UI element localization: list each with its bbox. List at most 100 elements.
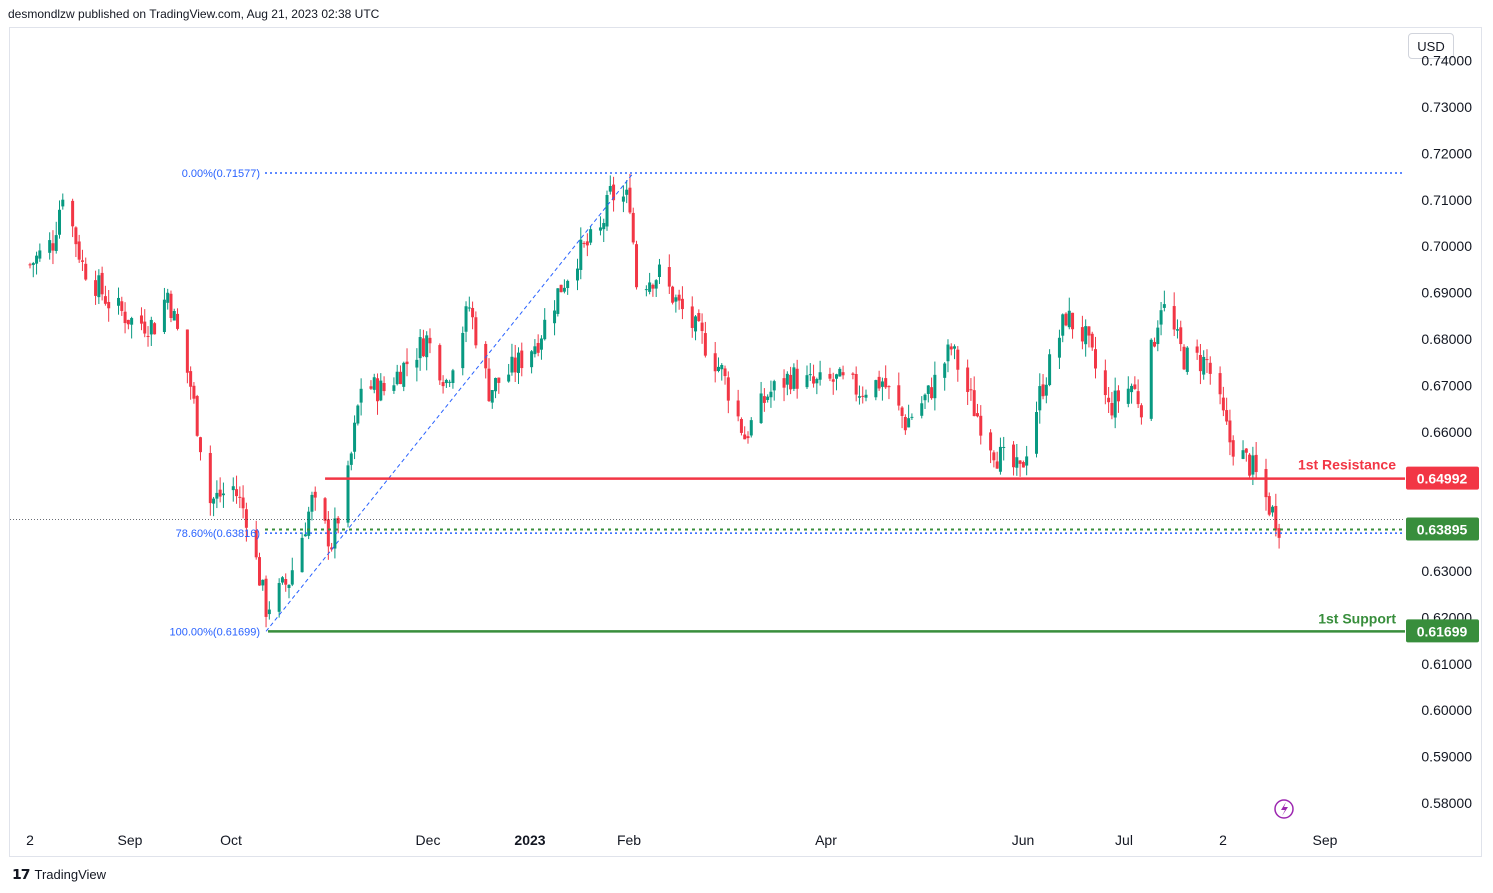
x-tick-label: 2023 xyxy=(514,832,545,848)
candle-body xyxy=(280,577,284,583)
candle-body xyxy=(900,407,904,416)
candle-body xyxy=(497,377,501,383)
candle-body xyxy=(539,338,543,350)
candle-body xyxy=(346,465,350,523)
candle-body xyxy=(448,381,452,383)
candle-body xyxy=(838,368,842,377)
candle-body xyxy=(785,373,789,385)
candle-body xyxy=(520,350,524,369)
candle-body xyxy=(474,317,478,346)
candle-body xyxy=(1172,306,1176,330)
candle-body xyxy=(1205,359,1209,361)
candle-body xyxy=(671,286,675,303)
candle-body xyxy=(418,337,422,359)
y-tick-label: 0.71000 xyxy=(1421,192,1472,208)
candle-body xyxy=(1254,454,1258,473)
candle-body xyxy=(818,372,822,380)
candle-body xyxy=(566,280,570,289)
candle-body xyxy=(530,351,534,368)
candle-body xyxy=(703,333,707,356)
candle-body xyxy=(923,394,927,401)
candle-body xyxy=(746,436,750,439)
candle-body xyxy=(835,374,839,379)
tradingview-footer[interactable]: 𝟭𝟳 TradingView xyxy=(12,866,106,883)
candle-body xyxy=(1107,397,1111,403)
candle-body xyxy=(910,416,914,418)
candle-body xyxy=(84,263,88,280)
candle-body xyxy=(795,368,799,389)
candle-body xyxy=(238,496,242,498)
candle-body xyxy=(74,227,78,245)
candle-body xyxy=(805,375,809,388)
candle-body xyxy=(533,346,537,355)
candle-body xyxy=(903,416,907,431)
candle-body xyxy=(972,390,976,417)
fib-label: 0.00%(0.71577) xyxy=(182,168,260,180)
candle-body xyxy=(107,301,111,309)
candle-body xyxy=(212,498,216,504)
candle-body xyxy=(425,335,429,358)
candle-body xyxy=(1136,391,1140,405)
candle-body xyxy=(1110,402,1114,416)
candle-body xyxy=(995,461,999,469)
candle-body xyxy=(369,386,373,389)
candle-body xyxy=(336,517,340,524)
candle-body xyxy=(1038,386,1042,411)
candle-body xyxy=(884,378,888,388)
candle-body xyxy=(195,396,199,436)
x-tick-label: Apr xyxy=(815,832,837,848)
candle-body xyxy=(123,311,127,324)
candle-body xyxy=(956,349,960,370)
candle-body xyxy=(831,379,835,382)
price-tags: 0.64992 0.63895 0.61699 xyxy=(1406,466,1479,643)
candle-body xyxy=(1064,313,1068,326)
candle-body xyxy=(1231,440,1235,457)
x-tick-label: Sep xyxy=(1313,832,1338,848)
publisher-header: desmondlzw published on TradingView.com,… xyxy=(8,7,380,21)
candle-body xyxy=(1241,450,1245,459)
currency-selector[interactable]: USD xyxy=(1408,33,1454,59)
candle-body xyxy=(1130,385,1134,393)
candle-body xyxy=(38,250,42,259)
candle-body xyxy=(1179,327,1183,345)
candle-body xyxy=(1139,405,1143,418)
candle-body xyxy=(379,380,383,401)
y-tick-label: 0.74000 xyxy=(1421,53,1472,69)
x-tick-label: 2 xyxy=(1219,832,1227,848)
candle-body xyxy=(651,284,655,289)
candle-body xyxy=(189,371,193,387)
lightning-icon[interactable] xyxy=(1274,799,1294,819)
candle-body xyxy=(1251,455,1255,475)
candle-body xyxy=(198,437,202,453)
candle-body xyxy=(1153,341,1157,347)
candle-body xyxy=(857,396,861,398)
candle-body xyxy=(507,374,511,382)
candle-body xyxy=(536,342,540,353)
candle-body xyxy=(1113,390,1117,418)
candle-body xyxy=(608,186,612,192)
candle-body xyxy=(828,373,832,379)
candle-body xyxy=(625,189,629,195)
candle-body xyxy=(1094,349,1098,369)
fib-trend-line[interactable] xyxy=(265,172,634,632)
candle-body xyxy=(471,307,475,318)
y-tick-label: 0.68000 xyxy=(1421,331,1472,347)
candle-body xyxy=(1071,312,1075,330)
candle-body xyxy=(257,557,261,586)
candle-body xyxy=(749,420,753,436)
candle-body xyxy=(716,366,720,372)
y-tick-label: 0.61000 xyxy=(1421,656,1472,672)
candle-body xyxy=(218,489,222,497)
x-tick-label: 2 xyxy=(26,832,34,848)
candle-body xyxy=(333,518,337,549)
candle-body xyxy=(1090,333,1094,348)
price-tag-label: 0.64992 xyxy=(1417,471,1468,487)
candle-body xyxy=(562,287,566,292)
candle-body xyxy=(861,395,865,397)
candle-body xyxy=(176,313,180,329)
x-tick-label: Feb xyxy=(617,832,641,848)
candle-body xyxy=(792,367,796,389)
y-tick-label: 0.67000 xyxy=(1421,377,1472,393)
candle-body xyxy=(1021,462,1025,468)
